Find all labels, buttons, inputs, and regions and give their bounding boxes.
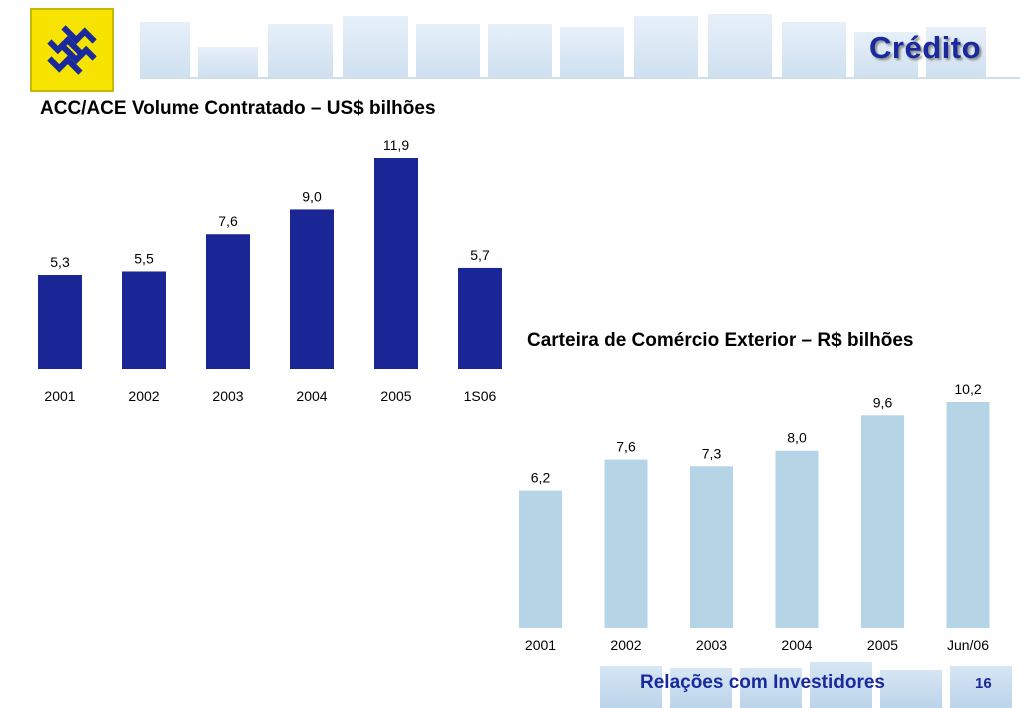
chart2-value-label: 8,0 bbox=[787, 430, 807, 446]
chart2-category-label: 2003 bbox=[696, 637, 727, 653]
chart2-value-label: 7,3 bbox=[702, 445, 722, 461]
chart2-value-label: 9,6 bbox=[873, 394, 893, 410]
chart1-category-label: 1S06 bbox=[464, 388, 497, 404]
chart2-bar-2002 bbox=[604, 459, 648, 628]
chart2-category-label: 2002 bbox=[610, 637, 641, 653]
chart1-bar-1S06 bbox=[458, 267, 502, 369]
chart2-title: Carteira de Comércio Exterior – R$ bilhõ… bbox=[527, 330, 914, 351]
chart1-value-label: 5,7 bbox=[470, 247, 490, 263]
chart1-bar-2002 bbox=[122, 271, 166, 369]
chart1-category-label: 2003 bbox=[212, 388, 243, 404]
page-number: 16 bbox=[975, 675, 992, 692]
chart1-bar-2005 bbox=[374, 158, 418, 369]
chart1-value-label: 9,0 bbox=[302, 188, 322, 204]
chart2-bar-2001 bbox=[519, 490, 562, 628]
chart1-bar-2003 bbox=[206, 234, 250, 369]
chart1-value-label: 5,3 bbox=[50, 254, 70, 270]
chart1-category-label: 2005 bbox=[380, 388, 411, 404]
banco-do-brasil-logo-icon bbox=[30, 8, 114, 92]
chart2-value-label: 10,2 bbox=[954, 381, 981, 397]
chart2-bar-2004 bbox=[775, 450, 819, 628]
chart1-value-label: 5,5 bbox=[134, 250, 154, 266]
footer-label: Relações com Investidores bbox=[640, 672, 885, 693]
chart1-bar-2004 bbox=[290, 209, 334, 369]
chart1-category-label: 2002 bbox=[128, 388, 159, 404]
chart1-category-label: 2001 bbox=[44, 388, 75, 404]
chart1-value-label: 11,9 bbox=[383, 137, 409, 153]
chart2-bar-2005 bbox=[861, 415, 904, 628]
footer-decoration bbox=[600, 662, 1012, 708]
chart2-value-label: 6,2 bbox=[531, 470, 551, 486]
header-decoration bbox=[140, 14, 1020, 79]
chart1-title: ACC/ACE Volume Contratado – US$ bilhões bbox=[40, 98, 436, 119]
chart2-value-label: 7,6 bbox=[616, 439, 636, 455]
chart2-bar-2003 bbox=[690, 466, 733, 628]
chart2-bar-Jun/06 bbox=[946, 402, 990, 628]
chart1-category-label: 2004 bbox=[296, 388, 327, 404]
chart2-category-label: 2004 bbox=[781, 637, 812, 653]
section-title: Crédito bbox=[869, 30, 981, 65]
chart2-category-label: 2001 bbox=[525, 637, 556, 653]
chart1-value-label: 7,6 bbox=[218, 213, 238, 229]
chart2-category-label: 2005 bbox=[867, 637, 898, 653]
chart1-bar-2001 bbox=[38, 275, 82, 369]
chart2-category-label: Jun/06 bbox=[947, 637, 989, 653]
